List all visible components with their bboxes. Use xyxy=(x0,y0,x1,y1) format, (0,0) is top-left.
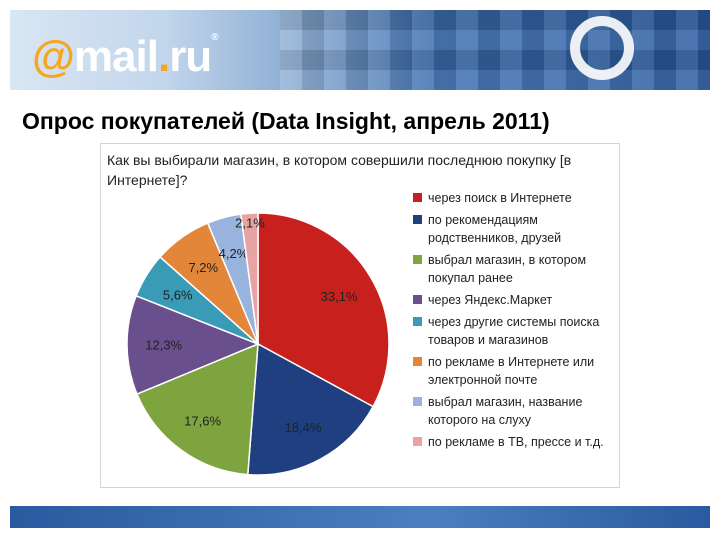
legend-item: через Яндекс.Маркет xyxy=(413,291,618,309)
slice-label: 18,4% xyxy=(285,420,322,435)
legend-label: через поиск в Интернете xyxy=(428,191,572,205)
legend-item: по рекомендациям родственников, друзей xyxy=(413,211,618,247)
logo-ring xyxy=(570,16,634,80)
legend-label: по рекомендациям родственников, друзей xyxy=(428,213,562,245)
logo-at: @ xyxy=(32,32,75,81)
slice-label: 33,1% xyxy=(321,289,358,304)
chart-title: Как вы выбирали магазин, в котором совер… xyxy=(107,152,572,188)
mailru-logo[interactable]: @mail.ru® xyxy=(32,32,219,82)
logo-dot: . xyxy=(157,32,170,81)
legend-item: по рекламе в ТВ, прессе и т.д. xyxy=(413,433,618,451)
legend-swatch xyxy=(413,397,422,406)
chart-panel: Как вы выбирали магазин, в котором совер… xyxy=(100,143,620,488)
slice-label: 17,6% xyxy=(184,413,221,428)
legend-label: выбрал магазин, название которого на слу… xyxy=(428,395,583,427)
legend-item: выбрал магазин, в котором покупал ранее xyxy=(413,251,618,287)
slice-label: 5,6% xyxy=(163,288,193,303)
legend-swatch xyxy=(413,437,422,446)
legend-label: по рекламе в Интернете или электронной п… xyxy=(428,355,595,387)
logo-reg: ® xyxy=(211,32,218,43)
footer-bar xyxy=(10,506,710,528)
pie-slice xyxy=(240,212,259,345)
legend-item: выбрал магазин, название которого на слу… xyxy=(413,393,618,429)
pie-chart: 33,1% 18,4% 17,6% 12,3% 5,6% 7,2%4,2% 2,1% xyxy=(126,212,390,476)
slice-label: 4,2% xyxy=(219,246,249,261)
logo-ru: ru xyxy=(169,32,212,81)
header-banner: @mail.ru® xyxy=(10,10,710,90)
legend-label: выбрал магазин, в котором покупал ранее xyxy=(428,253,587,285)
legend-item: через поиск в Интернете xyxy=(413,189,618,207)
legend-label: через Яндекс.Маркет xyxy=(428,293,553,307)
photo-mosaic xyxy=(280,10,710,90)
legend-swatch xyxy=(413,357,422,366)
pie-slice xyxy=(246,342,375,476)
pie-slice xyxy=(126,294,260,396)
slice-label: 7,2% xyxy=(188,260,218,275)
chart-legend: через поиск в Интернете по рекомендациям … xyxy=(413,189,618,455)
slice-label: 2,1% xyxy=(235,215,265,230)
legend-swatch xyxy=(413,317,422,326)
legend-label: по рекламе в ТВ, прессе и т.д. xyxy=(428,435,604,449)
pie-slice xyxy=(257,212,390,408)
legend-swatch xyxy=(413,193,422,202)
legend-swatch xyxy=(413,215,422,224)
legend-swatch xyxy=(413,255,422,264)
page-title: Опрос покупателей (Data Insight, апрель … xyxy=(22,108,550,134)
slice-label: 12,3% xyxy=(145,338,182,353)
pie-slice xyxy=(135,342,259,476)
legend-item: через другие системы поиска товаров и ма… xyxy=(413,313,618,349)
logo-mail: mail xyxy=(73,32,159,81)
legend-swatch xyxy=(413,295,422,304)
legend-item: по рекламе в Интернете или электронной п… xyxy=(413,353,618,389)
legend-label: через другие системы поиска товаров и ма… xyxy=(428,315,600,347)
